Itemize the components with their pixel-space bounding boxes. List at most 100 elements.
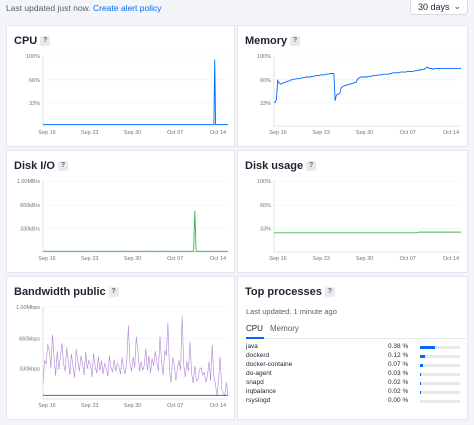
top-processes-title: Top processes?: [245, 286, 335, 298]
series-line-1: [43, 59, 228, 126]
top-processes-title-label: Top processes: [245, 286, 322, 298]
bandwidth-title-label: Bandwidth public: [14, 286, 106, 298]
process-usage-bar: [420, 346, 460, 349]
process-percent: 0.12 %: [388, 352, 409, 359]
disk-usage-chart: 100% 66% 33% Sep 16 Sep 23 Sep 30 Oct 07 Oct 14: [257, 179, 461, 262]
y-tick-label: 1.00MB/s: [17, 179, 40, 185]
process-name: irqbalance: [246, 388, 276, 395]
memory-card: Memory? 100% 66% 33% Sep 16 Sep 23 Sep 30 Oct …: [237, 25, 468, 147]
disk-io-title: Disk I/O?: [14, 160, 68, 172]
process-name: java: [246, 343, 258, 350]
help-icon[interactable]: ?: [306, 161, 317, 171]
process-name: snapd: [246, 379, 264, 386]
process-usage-bar: [420, 373, 460, 376]
series-line-1: [274, 231, 461, 234]
x-tick-label: Oct 07: [400, 256, 416, 262]
cpu-title-label: CPU: [14, 35, 38, 47]
x-tick-label: Sep 30: [356, 130, 373, 136]
time-range-value: 30 days: [418, 2, 450, 12]
process-row: do-agent 0.03 %: [246, 370, 466, 379]
y-tick-label: 66%: [29, 78, 40, 84]
x-tick-label: Sep 16: [269, 256, 286, 262]
x-tick-label: Sep 16: [38, 256, 55, 262]
topbar: Last updated just now. Create alert poli…: [0, 0, 474, 18]
x-tick-label: Sep 23: [313, 130, 330, 136]
process-usage-fill: [420, 391, 421, 394]
process-usage-bar: [420, 364, 460, 367]
disk-io-title-label: Disk I/O: [14, 160, 55, 172]
cpu-title: CPU?: [14, 35, 51, 47]
y-tick-label: 66%: [260, 203, 271, 209]
process-usage-bar: [420, 382, 460, 385]
process-name: dockerd: [246, 352, 270, 359]
y-tick-label: 660kbps: [19, 336, 40, 342]
cpu-chart: 100% 66% 33% Sep 16 Sep 23 Sep 30 Oct 07 Oct 14: [26, 54, 228, 136]
tab-cpu[interactable]: CPU: [246, 324, 263, 333]
cpu-card: CPU? 100% 66% 33% Sep 16 Sep 23 Sep 30 Oct 07 O…: [6, 25, 235, 147]
process-usage-fill: [420, 355, 425, 358]
process-usage-fill: [420, 382, 421, 385]
y-tick-label: 66%: [260, 78, 271, 84]
process-usage-fill: [420, 364, 423, 367]
y-tick-label: 100%: [26, 54, 40, 60]
x-tick-label: Sep 30: [356, 256, 373, 262]
y-tick-label: 660kB/s: [20, 203, 40, 209]
help-icon[interactable]: ?: [324, 287, 335, 297]
memory-title: Memory?: [245, 35, 301, 47]
help-icon[interactable]: ?: [108, 287, 119, 297]
y-tick-label: 1.00Mbps: [16, 305, 40, 311]
memory-title-label: Memory: [245, 35, 288, 47]
x-tick-label: Sep 23: [313, 256, 330, 262]
process-usage-fill: [420, 346, 436, 349]
process-percent: 0.00 %: [388, 397, 409, 404]
disk-io-card: Disk I/O? 1.00MB/s 660kB/s 330kB/s Sep 16 Se…: [6, 150, 235, 273]
x-tick-label: Oct 07: [167, 403, 183, 409]
last-updated-label: Last updated just now.: [6, 3, 91, 13]
process-tabs: CPU Memory: [246, 324, 466, 339]
x-tick-label: Oct 14: [443, 130, 459, 136]
process-row: snapd 0.02 %: [246, 379, 466, 388]
series-line-1: [274, 66, 461, 103]
y-tick-label: 33%: [260, 101, 271, 107]
process-usage-bar: [420, 391, 460, 394]
bandwidth-chart: 1.00Mbps 660kbps 330kbps Sep 16 Sep 23 Sep 30…: [16, 305, 229, 409]
top-processes-updated: Last updated: 1 minute ago: [246, 307, 337, 316]
process-usage-bar: [420, 355, 460, 358]
tab-memory[interactable]: Memory: [270, 324, 299, 333]
process-usage-fill: [420, 373, 422, 376]
disk-io-chart: 1.00MB/s 660kB/s 330kB/s Sep 16 Sep 23 Sep 30…: [17, 179, 229, 262]
help-icon[interactable]: ?: [40, 36, 51, 46]
x-tick-label: Sep 16: [38, 130, 55, 136]
bandwidth-card: Bandwidth public? 1.00Mbps 660kbps 330kbps…: [6, 276, 235, 420]
active-tab-indicator: [246, 337, 264, 339]
disk-usage-card: Disk usage? 100% 66% 33% Sep 16 Sep 23 Sep 30…: [237, 150, 468, 273]
help-icon[interactable]: ?: [290, 36, 301, 46]
x-tick-label: Sep 23: [81, 256, 98, 262]
x-tick-label: Sep 16: [38, 403, 55, 409]
x-tick-label: Sep 30: [124, 256, 141, 262]
process-percent: 0.07 %: [388, 361, 409, 368]
time-range-select[interactable]: 30 days ⌄: [410, 0, 468, 15]
disk-usage-title: Disk usage?: [245, 160, 317, 172]
series-line-1: [42, 316, 229, 397]
x-tick-label: Oct 07: [400, 130, 416, 136]
x-tick-label: Sep 30: [124, 130, 141, 136]
bandwidth-title: Bandwidth public?: [14, 286, 119, 298]
y-tick-label: 33%: [29, 101, 40, 107]
x-tick-label: Sep 23: [81, 130, 98, 136]
y-tick-label: 33%: [260, 227, 271, 233]
process-row: java 0.38 %: [246, 343, 466, 352]
disk-usage-title-label: Disk usage: [245, 160, 304, 172]
x-tick-label: Oct 14: [210, 130, 226, 136]
help-icon[interactable]: ?: [57, 161, 68, 171]
create-alert-policy-link[interactable]: Create alert policy: [92, 3, 162, 13]
x-tick-label: Oct 07: [167, 130, 183, 136]
x-tick-label: Sep 16: [269, 130, 286, 136]
x-tick-label: Sep 23: [81, 403, 98, 409]
process-row: rsyslogd 0.00 %: [246, 397, 466, 406]
process-row: dockerd 0.12 %: [246, 352, 466, 361]
process-percent: 0.02 %: [388, 379, 409, 386]
process-usage-bar: [420, 400, 460, 403]
x-tick-label: Oct 14: [443, 256, 459, 262]
x-tick-label: Oct 14: [210, 256, 226, 262]
